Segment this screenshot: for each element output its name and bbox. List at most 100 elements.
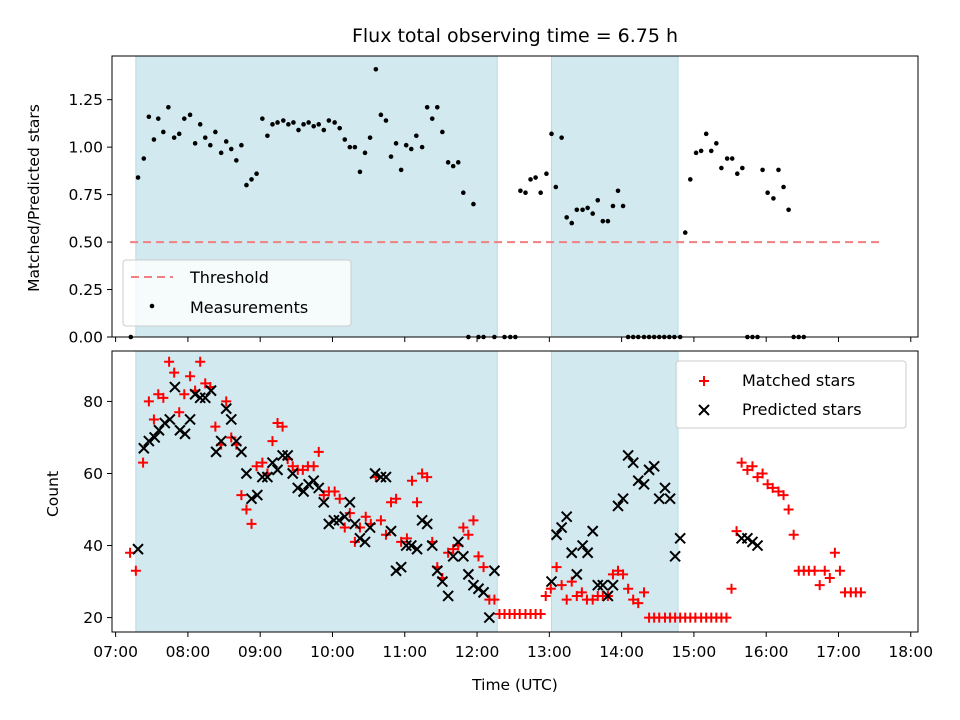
data-point bbox=[184, 413, 196, 426]
data-point bbox=[323, 518, 335, 530]
data-point bbox=[742, 464, 753, 475]
data-point bbox=[597, 579, 609, 591]
data-point bbox=[161, 129, 166, 135]
x-tick-label: 16:00 bbox=[744, 643, 789, 661]
data-point bbox=[623, 583, 634, 594]
data-point bbox=[148, 431, 161, 444]
y-tick-label: 40 bbox=[83, 537, 103, 555]
data-point bbox=[349, 536, 360, 547]
data-point bbox=[752, 472, 763, 483]
data-point bbox=[373, 66, 379, 72]
y-tick-label: 80 bbox=[83, 393, 103, 411]
data-point bbox=[235, 446, 248, 458]
data-point bbox=[687, 177, 693, 182]
axes-frame bbox=[111, 350, 919, 633]
data-point bbox=[146, 114, 152, 120]
data-point bbox=[192, 141, 198, 146]
x-tick-label: 14:00 bbox=[599, 643, 644, 661]
data-point bbox=[143, 435, 155, 447]
data-point bbox=[431, 565, 443, 577]
data-point bbox=[266, 456, 279, 469]
x-axis-label: Time (UTC) bbox=[471, 676, 558, 694]
data-point bbox=[130, 565, 141, 576]
data-point bbox=[313, 482, 325, 494]
data-point bbox=[708, 148, 714, 154]
data-point bbox=[698, 148, 704, 154]
data-point bbox=[422, 472, 433, 483]
data-point bbox=[362, 150, 368, 156]
data-point bbox=[607, 569, 618, 580]
data-point bbox=[452, 536, 464, 548]
data-point bbox=[138, 442, 150, 454]
data-point bbox=[239, 142, 244, 148]
data-point bbox=[693, 150, 699, 156]
data-point bbox=[251, 461, 262, 472]
x-tick-label: 17:00 bbox=[816, 643, 861, 661]
data-point bbox=[342, 137, 348, 142]
data-point bbox=[210, 446, 222, 458]
data-point bbox=[674, 532, 686, 545]
data-point bbox=[395, 561, 407, 573]
legend-threshold-label: Threshold bbox=[189, 268, 269, 287]
data-point bbox=[467, 579, 480, 591]
data-point bbox=[169, 381, 181, 393]
data-point bbox=[419, 144, 425, 150]
data-point bbox=[378, 112, 384, 118]
data-point bbox=[326, 118, 332, 123]
data-point bbox=[450, 163, 456, 169]
data-point bbox=[726, 583, 737, 594]
data-point bbox=[434, 104, 440, 110]
data-point bbox=[462, 568, 475, 581]
data-point bbox=[622, 449, 634, 462]
data-point bbox=[281, 449, 294, 462]
x-tick-label: 11:00 bbox=[382, 643, 427, 661]
data-point bbox=[388, 154, 394, 159]
data-point bbox=[380, 529, 391, 540]
data-point bbox=[291, 120, 296, 125]
data-point bbox=[141, 156, 147, 161]
data-point bbox=[230, 435, 243, 447]
data-point bbox=[765, 190, 770, 196]
data-point bbox=[179, 428, 191, 440]
data-point bbox=[533, 175, 538, 180]
data-point bbox=[426, 539, 438, 552]
data-point bbox=[302, 478, 315, 491]
legend-top bbox=[122, 259, 352, 327]
data-point bbox=[528, 177, 533, 182]
data-point bbox=[429, 116, 435, 121]
data-point bbox=[234, 158, 239, 163]
data-point bbox=[385, 525, 397, 537]
x-tick-label: 12:00 bbox=[455, 643, 500, 661]
data-point bbox=[241, 504, 252, 515]
data-point bbox=[638, 478, 650, 491]
data-point bbox=[457, 550, 470, 563]
data-point bbox=[468, 515, 479, 526]
data-point bbox=[359, 536, 371, 548]
data-point bbox=[349, 518, 361, 530]
legend-measurements-swatch bbox=[149, 303, 155, 309]
data-point bbox=[773, 486, 784, 497]
data-point bbox=[628, 594, 639, 605]
x-tick-label: 13:00 bbox=[527, 643, 572, 661]
data-point bbox=[210, 421, 221, 432]
data-point bbox=[367, 135, 373, 140]
data-point bbox=[819, 565, 830, 576]
data-point bbox=[436, 575, 449, 588]
legend-bottom bbox=[675, 360, 907, 429]
x-tick-label: 09:00 bbox=[238, 643, 283, 661]
data-point bbox=[664, 492, 676, 505]
data-point bbox=[421, 518, 433, 530]
top-y-axis-label: Matched/Predicted stars bbox=[25, 104, 43, 292]
data-point bbox=[277, 421, 288, 432]
data-point bbox=[390, 565, 402, 577]
data-point bbox=[251, 489, 264, 501]
data-point bbox=[566, 547, 578, 559]
data-point bbox=[337, 125, 343, 131]
data-point bbox=[585, 205, 590, 211]
data-point bbox=[257, 457, 268, 468]
legend-matched-swatch bbox=[699, 376, 709, 386]
data-point bbox=[781, 184, 786, 190]
data-point bbox=[587, 594, 598, 605]
data-point bbox=[218, 150, 224, 156]
data-point bbox=[169, 367, 180, 378]
